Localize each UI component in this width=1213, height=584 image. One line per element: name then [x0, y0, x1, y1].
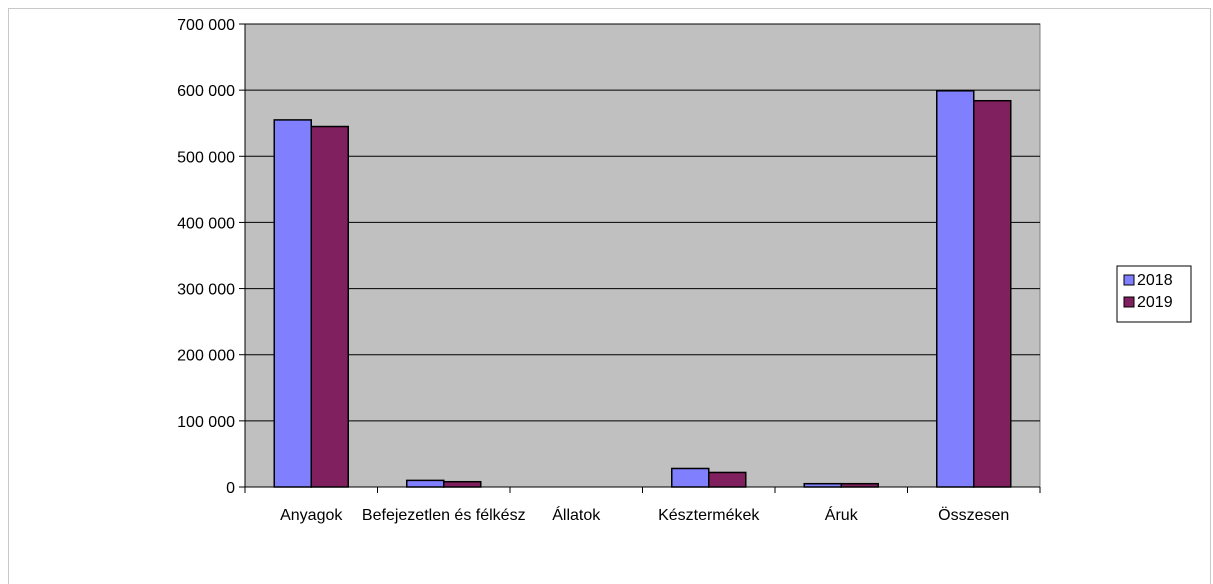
- x-tick-label: Anyagok: [280, 507, 343, 524]
- bar-2019-1: [443, 480, 482, 488]
- y-tick-label: 100 000: [177, 414, 235, 431]
- bar-2018-3: [671, 467, 710, 488]
- chart-frame: [8, 8, 1211, 584]
- bar-2019-3: [708, 471, 747, 488]
- legend: 2018 2019: [1116, 265, 1192, 323]
- y-tick-label: 300 000: [177, 282, 235, 299]
- bar-2018-1: [406, 479, 445, 488]
- x-tick-label: Összesen: [938, 506, 1009, 524]
- axes: [239, 23, 1041, 493]
- x-tick-label: Késztermékek: [658, 507, 760, 524]
- bar-2018-5: [936, 90, 975, 488]
- y-tick-labels: 0 100 000 200 000 300 000 400 000 500 000 600 …: [177, 17, 235, 497]
- bar-2018-0: [273, 119, 312, 488]
- y-tick-label: 200 000: [177, 348, 235, 365]
- plot-background: [244, 23, 1041, 488]
- legend-swatch-2018: [1123, 274, 1135, 286]
- y-tick-label: 400 000: [177, 215, 235, 232]
- legend-swatch-2019: [1123, 296, 1135, 308]
- y-tick-label: 600 000: [177, 83, 235, 100]
- x-tick-label: Állatok: [552, 505, 601, 524]
- x-tick-label: Befejezetlen és félkész: [362, 507, 526, 524]
- y-tick-label: 700 000: [177, 17, 235, 34]
- y-tick-label: 0: [226, 480, 235, 497]
- x-tick-label: Áruk: [825, 505, 859, 524]
- x-tick-labels: Anyagok Befejezetlen és félkész Állatok Kés…: [280, 505, 1009, 524]
- legend-label-2018: 2018: [1137, 272, 1173, 289]
- gridlines: [245, 23, 1040, 422]
- y-tick-label: 500 000: [177, 149, 235, 166]
- bar-2019-5: [973, 99, 1012, 488]
- plot-area: [244, 23, 1041, 488]
- legend-label-2019: 2019: [1137, 294, 1173, 311]
- bar-2019-0: [310, 125, 349, 488]
